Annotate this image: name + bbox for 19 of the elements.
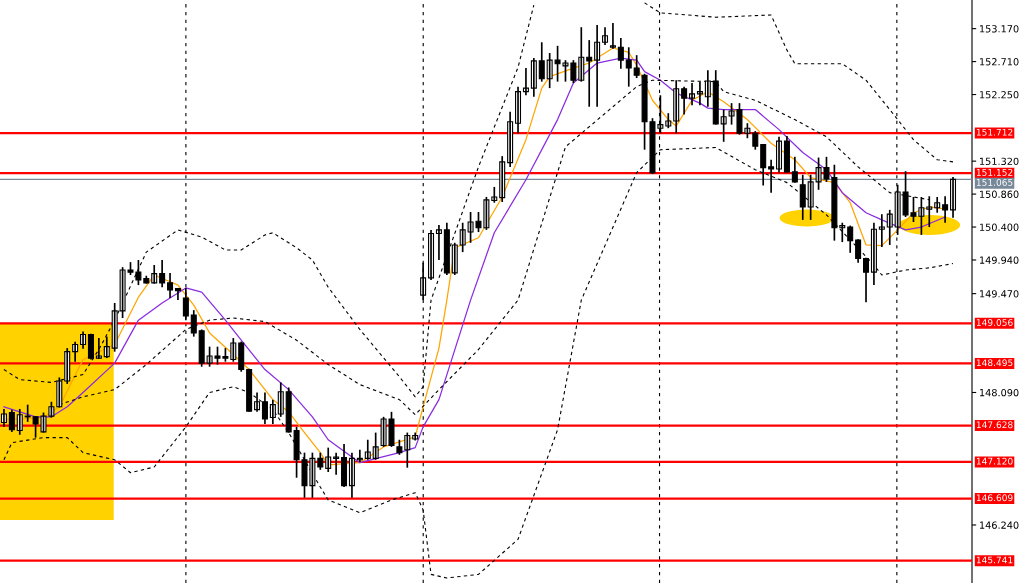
y-tick-label: 149.940 bbox=[980, 256, 1019, 264]
ref-line-label: 147.120 bbox=[976, 457, 1013, 465]
y-tick-label: 150.400 bbox=[980, 223, 1019, 231]
ref-line-label: 147.628 bbox=[976, 421, 1013, 429]
y-tick-label: 148.090 bbox=[980, 388, 1019, 397]
ref-line-label: 151.065 bbox=[976, 178, 1013, 186]
y-tick-label: 153.170 bbox=[980, 25, 1019, 33]
y-tick-label: 149.470 bbox=[980, 290, 1019, 298]
ref-line-label: 149.056 bbox=[976, 319, 1013, 326]
ref-line-label: 151.712 bbox=[976, 128, 1013, 136]
y-tick-label: 152.710 bbox=[980, 58, 1019, 66]
y-tick-label: 146.240 bbox=[980, 521, 1019, 529]
ref-line-label: 151.152 bbox=[976, 168, 1013, 176]
y-tick-label: 150.860 bbox=[980, 190, 1019, 198]
ref-line-label: 145.741 bbox=[976, 556, 1013, 564]
y-tick-label: 152.250 bbox=[980, 91, 1019, 99]
y-tick-label: 151.320 bbox=[980, 157, 1019, 165]
ref-line-label: 148.495 bbox=[976, 359, 1013, 367]
ref-line-label: 146.609 bbox=[976, 494, 1013, 502]
